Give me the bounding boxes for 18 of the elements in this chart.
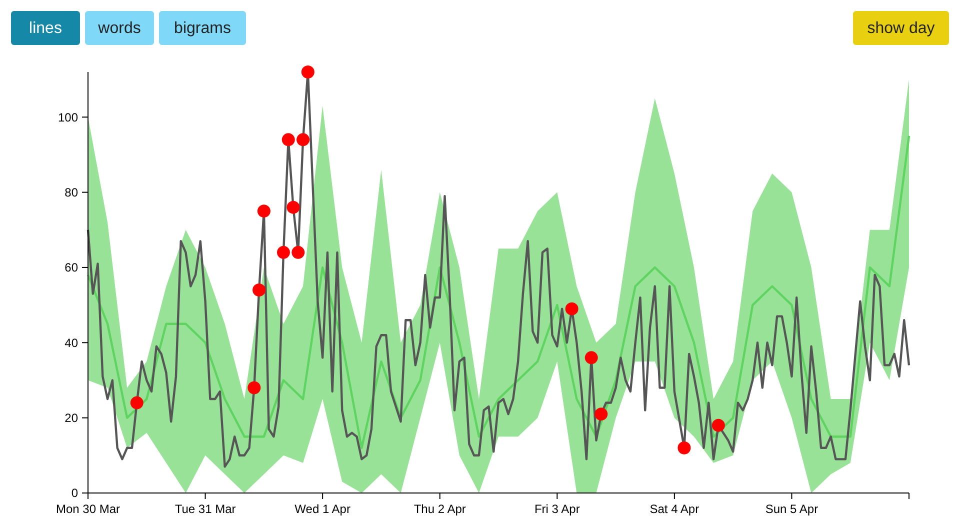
button: bigrams (159, 11, 246, 45)
y-tick-label: 100 (58, 110, 78, 124)
button: lines (11, 11, 80, 45)
x-tick-label: Tue 31 Mar (174, 502, 236, 516)
line-series (86, 134, 910, 449)
y-tick-label: 20 (64, 411, 78, 426)
x-tick-label: Thu 2 Apr (414, 502, 466, 516)
x-tick-label: Wed 1 Apr (294, 502, 350, 516)
x-tick-label: Sat 4 Apr (650, 502, 700, 516)
y-tick-label: 80 (64, 185, 78, 200)
button: show day (853, 11, 949, 45)
y-tick-label: 60 (64, 260, 78, 275)
x-tick-label: Mon 30 Mar (56, 502, 120, 516)
y-tick-label: 40 (64, 336, 78, 350)
y-tick-label: 0 (71, 486, 78, 500)
x-tick-label: Fri 3 Apr (534, 502, 580, 516)
button: words (85, 11, 154, 45)
x-tick-label: Sun 5 Apr (765, 502, 818, 516)
